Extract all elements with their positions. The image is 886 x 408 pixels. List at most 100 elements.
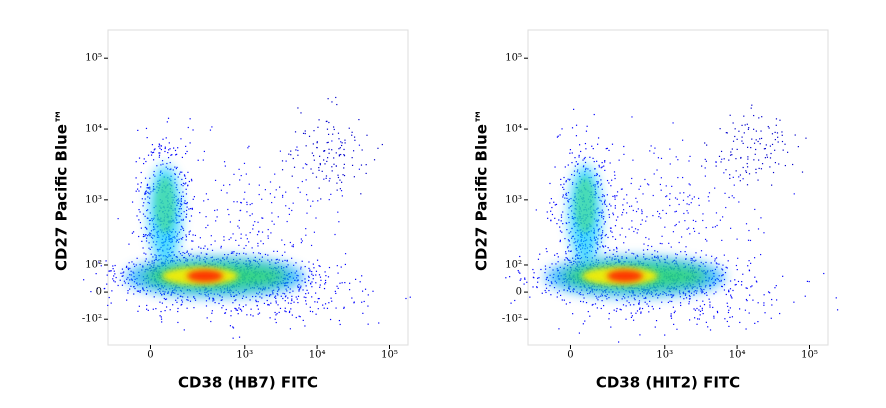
event-dot [746,123,748,125]
event-dot [291,314,293,316]
event-dot [597,186,599,188]
event-dot [559,239,561,241]
event-dot [621,256,623,258]
event-dot [730,296,732,298]
event-dot [305,145,307,147]
event-dot [686,203,688,205]
event-dot [700,290,702,292]
event-dot [736,238,738,240]
event-dot [209,129,212,131]
event-dot [734,128,736,130]
event-dot [639,185,642,187]
event-dot [637,229,639,231]
event-dot [624,236,627,238]
event-dot [573,170,576,172]
event-dot [160,318,163,320]
event-dot [758,117,760,119]
event-dot [188,208,190,210]
event-dot [323,150,325,153]
event-dot [679,302,682,304]
event-dot [571,127,574,129]
event-dot [660,217,662,219]
event-dot [185,193,188,195]
event-dot [186,251,188,254]
event-dot [778,163,780,165]
event-dot [669,198,671,200]
event-dot [748,269,750,271]
event-dot [685,258,687,260]
event-dot [600,200,602,202]
event-dot [108,296,110,299]
event-dot [139,211,141,213]
event-dot [351,131,353,133]
event-dot [281,160,284,162]
event-dot [367,294,369,296]
event-dot [279,186,281,188]
event-dot [186,299,188,301]
x-tick-label: 10⁴ [309,350,326,361]
event-dot [736,138,738,140]
event-dot [671,300,673,303]
event-dot [335,165,338,167]
event-dot [343,154,345,156]
event-dot [660,255,662,257]
event-dot [305,303,307,305]
event-dot [140,186,142,188]
event-dot [605,252,607,254]
event-dot [558,328,560,330]
event-dot [176,301,178,303]
event-dot [652,308,655,310]
event-dot [651,305,653,308]
event-dot [122,272,124,274]
event-dot [353,176,355,178]
event-dot [196,255,198,257]
event-dot [630,316,633,319]
event-dot [596,297,598,299]
event-dot [123,280,126,282]
event-dot [707,196,709,198]
event-dot [698,318,700,320]
event-dot [804,295,806,297]
event-dot [300,285,302,287]
event-dot [632,319,635,321]
event-dot [271,201,273,204]
event-dot [641,209,643,211]
event-dot [302,289,304,291]
event-dot [763,232,765,234]
event-dot [605,148,607,150]
event-dot [317,298,319,300]
event-dot [560,214,563,216]
event-dot [696,323,698,325]
event-dot [245,304,247,306]
event-dot [146,183,149,185]
event-dot [564,197,566,199]
event-dot [517,269,519,272]
event-dot [126,265,128,267]
event-dot [600,167,602,169]
event-dot [334,233,336,236]
event-dot [131,232,133,234]
event-dot [328,302,330,304]
event-dot [757,179,759,181]
event-dot [559,294,562,297]
event-dot [175,256,177,258]
event-dot [308,135,311,137]
event-dot [164,150,166,153]
event-dot [770,152,772,155]
event-dot [559,226,561,228]
event-dot [591,145,593,147]
event-dot [706,144,708,146]
event-dot [723,284,726,286]
event-dot [131,261,133,263]
event-dot [146,184,148,187]
event-dot [282,194,284,197]
y-tick-label: 10² [505,259,522,270]
event-dot [148,192,150,194]
event-dot [238,253,240,255]
event-dot [212,298,214,300]
event-dot [198,255,200,257]
event-dot [177,241,180,243]
event-dot [261,217,263,219]
x-tick-label: 0 [147,350,153,361]
event-dot [187,185,189,187]
